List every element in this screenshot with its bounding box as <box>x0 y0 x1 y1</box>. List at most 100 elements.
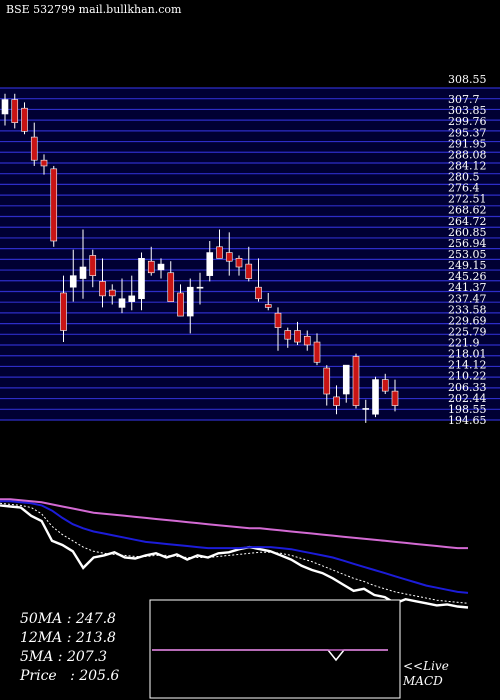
price-value: Price : 205.6 <box>20 668 120 684</box>
price-tick-label: 225.79 <box>448 325 487 338</box>
candle <box>342 364 350 403</box>
price-tick-label: 253.05 <box>448 248 487 261</box>
ma5-value: 5MA : 207.3 <box>20 649 108 665</box>
candle-body-up <box>118 298 126 308</box>
price-tick-label: 202.44 <box>448 392 487 405</box>
price-tick-label: 288.08 <box>448 148 487 161</box>
price-tick-label: 245.26 <box>448 270 487 283</box>
price-tick-label: 233.58 <box>448 303 487 316</box>
price-tick-label: 206.33 <box>448 381 487 394</box>
candle <box>206 241 214 282</box>
candle-body-up <box>69 275 77 288</box>
candle <box>157 258 165 279</box>
price-axis-labels: 308.55 307.7303.85299.76295.37291.95288.0… <box>448 73 487 427</box>
price-tick-label: 210.22 <box>448 370 487 383</box>
candle-body-down <box>40 159 48 167</box>
candle-body-down <box>391 390 399 406</box>
candle-body-down <box>333 396 340 406</box>
candle-body-down <box>381 379 389 392</box>
candle <box>99 258 106 308</box>
candle-body-down <box>225 252 233 262</box>
candle <box>235 255 243 276</box>
candle-body-up <box>206 252 214 276</box>
price-tick-label: 237.47 <box>448 292 487 305</box>
price-tick-label: 284.12 <box>448 159 487 172</box>
candle <box>128 275 136 311</box>
candle <box>1 93 9 126</box>
candle <box>274 307 282 351</box>
candle <box>362 399 370 423</box>
candle <box>69 249 77 302</box>
price-tick-label: 194.65 <box>448 414 487 427</box>
moving-average-readout: 50MA : 247.8 12MA : 213.8 5MA : 207.3 Pr… <box>20 610 119 686</box>
candle-body-down <box>108 289 116 297</box>
price-band-background <box>0 88 500 420</box>
price-tick-label: 303.85 <box>448 104 487 117</box>
candle-body-up <box>186 286 194 317</box>
candle <box>108 284 116 305</box>
candle <box>264 292 272 311</box>
candle-body-down <box>99 281 106 297</box>
macd-name-text: MACD <box>403 674 443 688</box>
candle <box>60 275 67 343</box>
price-tick-label: 256.94 <box>448 237 487 250</box>
candle-body-down <box>245 263 253 279</box>
ma50-value: 50MA : 247.8 <box>20 611 116 627</box>
price-tick-label: 295.37 <box>448 126 487 139</box>
candle <box>177 284 184 317</box>
ma5-line <box>0 502 469 604</box>
candle <box>50 165 58 247</box>
candle-body-down <box>21 107 28 132</box>
candle <box>303 330 311 351</box>
candle-body-down <box>255 286 262 300</box>
candle-body-down <box>216 246 223 259</box>
candle-body-down <box>235 258 243 268</box>
candle <box>79 229 87 299</box>
candle <box>245 246 253 282</box>
candle-body-down <box>294 330 301 343</box>
candle-body-down <box>167 272 175 302</box>
price-tick-label: 249.15 <box>448 259 487 272</box>
candle <box>147 246 155 276</box>
candle-body-down <box>264 304 272 308</box>
candle <box>196 272 204 305</box>
candle <box>352 353 360 409</box>
candle <box>225 232 233 276</box>
candle <box>294 321 301 345</box>
price-tick-label: 214.12 <box>448 359 487 372</box>
candle <box>167 261 175 302</box>
macd-live-text: <<Live <box>403 659 449 673</box>
price-tick-label: 268.62 <box>448 204 487 217</box>
candle-body-down <box>284 330 292 340</box>
price-tick-label: 241.37 <box>448 281 487 294</box>
price-tick-label: 260.85 <box>448 226 487 239</box>
price-tick-label: 221.9 <box>448 337 480 350</box>
candle <box>30 122 38 166</box>
price-tick-label: 307.7 <box>448 93 480 106</box>
candle-body-down <box>50 168 58 242</box>
candle <box>313 333 321 366</box>
candle <box>21 102 28 135</box>
price-tick-label: 291.95 <box>448 137 487 150</box>
price-tick-label: 272.51 <box>448 193 487 206</box>
candle <box>40 154 48 175</box>
candle-body-down <box>177 292 184 317</box>
candle <box>255 258 262 302</box>
ma12-value: 12MA : 213.8 <box>20 630 116 646</box>
source-watermark: BSE 532799 mail.bullkhan.com <box>6 3 182 16</box>
candle-body-down <box>147 260 155 274</box>
candle <box>284 327 292 348</box>
candle <box>186 278 194 334</box>
candle <box>216 229 223 259</box>
candle-body-down <box>89 255 97 276</box>
candle <box>89 249 97 288</box>
price-tick-label: 280.5 <box>448 171 480 184</box>
candle-body-up <box>128 295 136 302</box>
price-tick-label: 229.69 <box>448 314 487 327</box>
candle-body-down <box>352 356 360 406</box>
candle-body-up <box>372 379 379 415</box>
candle-body-down <box>274 312 282 328</box>
ma12-line <box>0 500 469 594</box>
